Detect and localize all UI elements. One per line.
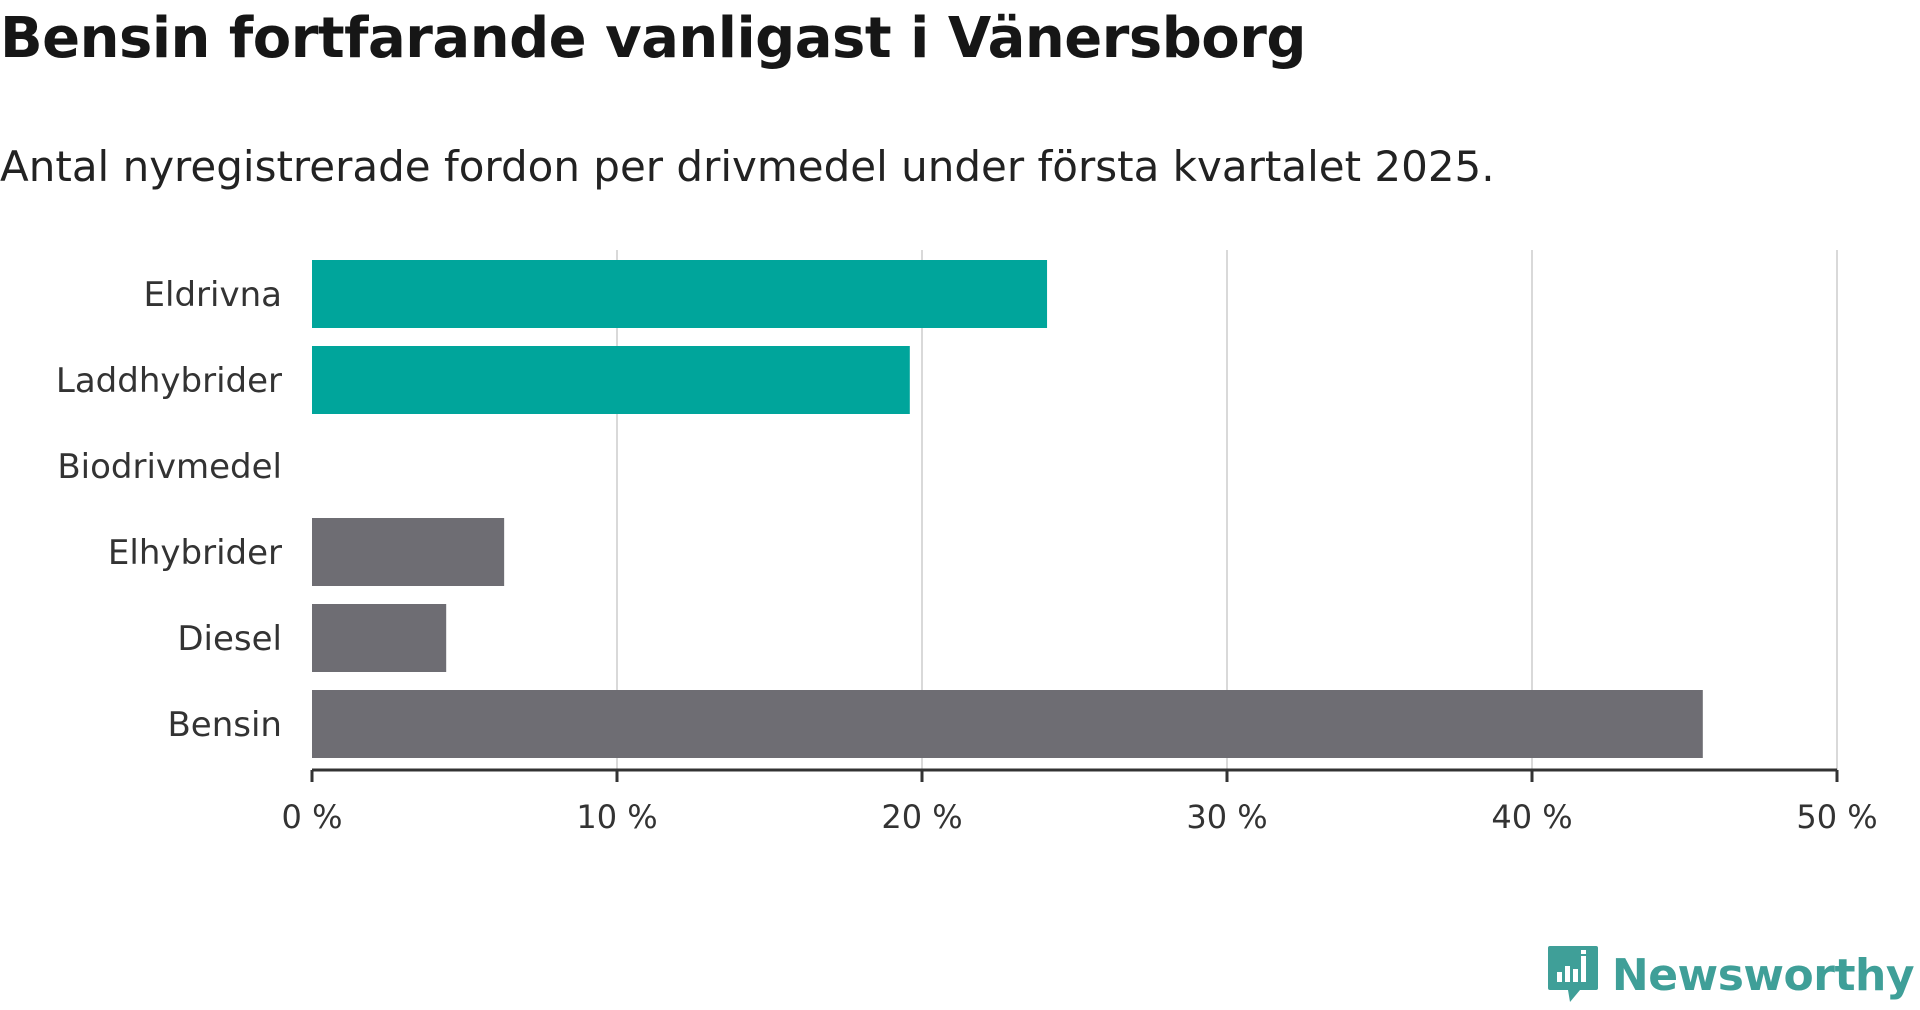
category-label: Elhybrider	[108, 533, 282, 573]
newsworthy-logo-icon	[1547, 946, 1598, 1002]
x-axis: 0 % 10 % 20 % 30 % 40 % 50 %	[282, 768, 1878, 836]
x-tick-label: 10 %	[576, 798, 657, 836]
bar	[312, 260, 1048, 328]
bars	[312, 260, 1703, 758]
category-label: Bensin	[167, 705, 282, 745]
bar	[312, 346, 910, 414]
chart-subtitle: Antal nyregistrerade fordon per drivmede…	[0, 142, 1495, 191]
gridlines	[616, 250, 1838, 770]
category-labels: Eldrivna Laddhybrider Biodrivmedel Elhybrid…	[56, 275, 282, 745]
bar	[312, 604, 447, 672]
bar	[312, 518, 505, 586]
x-tick-label: 40 %	[1491, 798, 1572, 836]
bar	[312, 690, 1703, 758]
category-label: Biodrivmedel	[57, 447, 282, 487]
x-tick-label: 30 %	[1186, 798, 1267, 836]
x-tick-label: 0 %	[282, 798, 343, 836]
logo-text: Newsworthy	[1611, 949, 1915, 1001]
category-label: Diesel	[177, 619, 282, 659]
category-label: Laddhybrider	[56, 361, 282, 401]
x-tick-label: 20 %	[881, 798, 962, 836]
chart-title: Bensin fortfarande vanligast i Vänersbor…	[0, 6, 1306, 71]
x-tick-label: 50 %	[1796, 798, 1877, 836]
newsworthy-logo: Newsworthy	[1546, 944, 1915, 1006]
category-label: Eldrivna	[144, 275, 282, 315]
bar-chart: Eldrivna Laddhybrider Biodrivmedel Elhybrid…	[56, 250, 1878, 836]
